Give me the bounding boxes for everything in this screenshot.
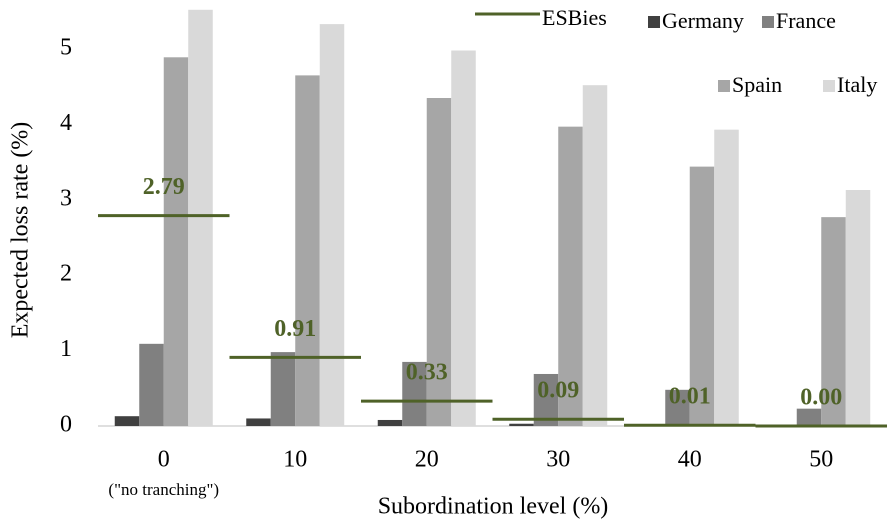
bar	[377, 419, 403, 426]
data-label: 0.09	[537, 378, 579, 404]
legend-swatch	[648, 16, 660, 28]
legend-label: Spain	[732, 72, 782, 97]
bar	[139, 343, 164, 426]
bar	[319, 24, 345, 426]
x-tick-label: 0	[158, 447, 170, 473]
y-tick-label: 3	[60, 185, 72, 211]
legend-label: ESBies	[542, 5, 607, 30]
legend-swatch	[762, 16, 774, 28]
bar	[163, 57, 189, 426]
bar	[845, 189, 871, 426]
bar	[188, 9, 213, 427]
legend-label: Italy	[837, 72, 877, 97]
bar	[509, 423, 534, 426]
bar	[451, 50, 476, 427]
data-label: 0.91	[274, 316, 316, 342]
bar	[821, 217, 846, 426]
data-label: 0.33	[406, 360, 448, 386]
bar	[270, 352, 296, 426]
x-axis-label: Subordination level (%)	[378, 494, 609, 520]
legend-swatch	[823, 80, 835, 92]
bar	[689, 166, 715, 426]
data-label: 2.79	[143, 174, 185, 200]
bar	[295, 75, 320, 426]
bar	[114, 416, 140, 426]
bar	[665, 389, 690, 426]
y-tick-label: 2	[60, 261, 72, 287]
legend-label: France	[776, 8, 836, 33]
x-tick-label: 50	[809, 447, 833, 473]
bar	[533, 373, 559, 426]
bar	[714, 129, 739, 427]
x-tick-label: 10	[283, 447, 307, 473]
annotation: ("no tranching")	[108, 480, 219, 499]
y-tick-label: 0	[60, 412, 72, 438]
y-axis-label: Expected loss rate (%)	[8, 122, 34, 339]
bar	[246, 418, 271, 426]
data-label: 0.01	[669, 384, 711, 410]
y-tick-label: 1	[60, 336, 72, 362]
legend-label: Germany	[662, 8, 744, 33]
bar	[796, 408, 822, 426]
y-tick-label: 5	[60, 35, 72, 61]
bar	[426, 98, 452, 426]
y-tick-label: 4	[60, 110, 72, 136]
x-tick-label: 30	[546, 447, 570, 473]
x-tick-label: 40	[678, 447, 702, 473]
data-label: 0.00	[800, 385, 842, 411]
x-tick-label: 20	[415, 447, 439, 473]
legend-swatch	[718, 80, 730, 92]
bar	[582, 85, 608, 426]
bar	[402, 361, 427, 426]
bar	[558, 126, 583, 427]
